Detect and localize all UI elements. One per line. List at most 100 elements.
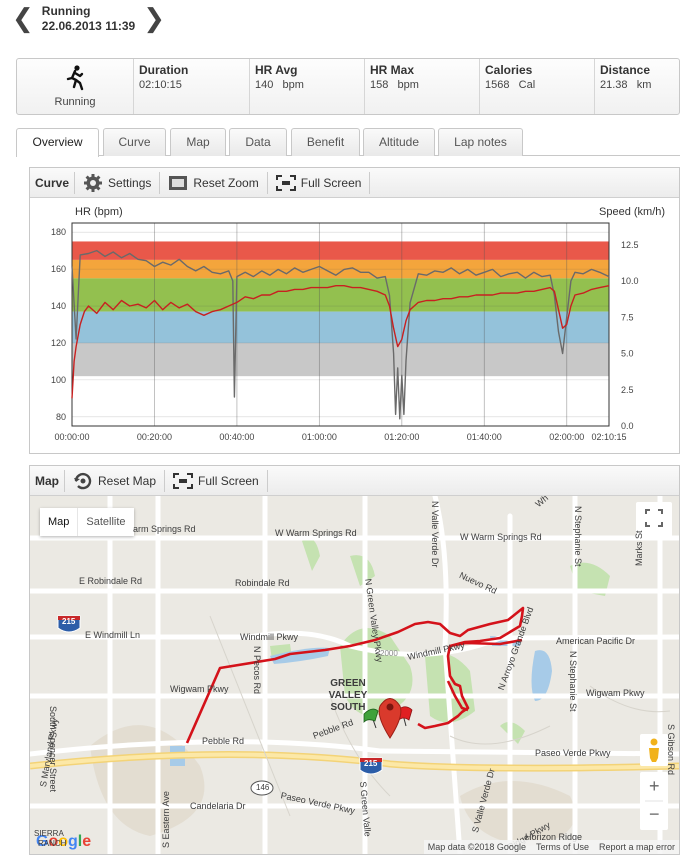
- chart-plot: 180 160 140 120 100 80 12.5 10.0 7.5 5.0 2.5 0.0 00:…: [51, 222, 639, 442]
- map-label: N Valle Verde Dr: [430, 501, 440, 568]
- hr-speed-chart: HR (bpm) Speed (km/h) 180 160 140 120 100 80 1…: [30, 198, 679, 450]
- duration-value: 02:10:15: [139, 79, 182, 91]
- duration-cell: Duration 02:10:15: [133, 59, 249, 114]
- summary-bar: Running Duration 02:10:15 HR Avg 140 bpm…: [16, 58, 680, 115]
- svg-text:Google: Google: [36, 833, 91, 850]
- activity-header: ❮ Running 22.06.2013 11:39 ❯: [12, 2, 165, 36]
- curve-panel: Curve Settings Reset Zoom Full Screen HR…: [29, 167, 680, 454]
- x-tick-label: 00:20:00: [137, 432, 172, 442]
- hr-avg-cell: HR Avg 140 bpm: [249, 59, 364, 114]
- y-tick-label-left: 80: [56, 412, 66, 422]
- hr-avg-value: 140 bpm: [255, 79, 304, 91]
- x-tick-label: 02:00:00: [549, 432, 584, 442]
- map-canvas[interactable]: Google: [30, 496, 679, 854]
- interstate-215-west-icon: [57, 615, 81, 633]
- hr-max-cell: HR Max 158 bpm: [364, 59, 479, 114]
- finish-flag-icon: [398, 706, 413, 727]
- y-tick-label-left: 100: [51, 375, 66, 385]
- elevation-label: 2000: [380, 649, 398, 658]
- reset-map-button[interactable]: Reset Map: [65, 466, 164, 496]
- report-error-link[interactable]: Report a map error: [598, 842, 675, 852]
- zoom-controls[interactable]: [640, 772, 668, 830]
- map-fullscreen-icon[interactable]: [636, 502, 672, 538]
- speed-axis-label: Speed (km/h): [599, 206, 666, 218]
- google-logo: Google: [36, 833, 91, 850]
- tab-overview[interactable]: Overview: [16, 128, 99, 157]
- curve-toolbar: Curve Settings Reset Zoom Full Screen: [30, 168, 679, 198]
- map-label: RANCH: [38, 839, 67, 848]
- tab-lap-notes[interactable]: Lap notes: [438, 128, 523, 156]
- hr-max-value: 158 bpm: [370, 79, 419, 91]
- x-tick-label: 00:40:00: [219, 432, 254, 442]
- calories-cell: Calories 1568 Cal: [479, 59, 594, 114]
- map-type-satellite-button[interactable]: Satellite: [86, 516, 126, 528]
- duration-label: Duration: [139, 63, 189, 77]
- map-label: Robindale Rd: [235, 578, 290, 588]
- distance-value: 21.38 km: [600, 79, 652, 91]
- previous-activity-arrow-icon[interactable]: ❮: [12, 4, 34, 34]
- header-activity: Running: [41, 4, 91, 18]
- full-screen-icon: [173, 472, 194, 489]
- zoom-in-button[interactable]: +: [649, 776, 660, 796]
- map-label: S Eastern Ave: [161, 791, 171, 848]
- route-map[interactable]: Google Map Satellite arm Springs Rd W Wa…: [30, 496, 679, 854]
- y-tick-label-left: 160: [51, 264, 66, 274]
- map-label: Horizon Ridge: [525, 832, 583, 842]
- distance-label: Distance: [600, 63, 651, 77]
- settings-button[interactable]: Settings: [75, 168, 159, 198]
- x-tick-label: 01:20:00: [384, 432, 419, 442]
- running-icon: [66, 65, 84, 91]
- tab-benefit[interactable]: Benefit: [291, 128, 360, 156]
- route-146-icon: [250, 780, 274, 796]
- header-datetime: 22.06.2013 11:39: [41, 19, 136, 33]
- reset-zoom-label: Reset Zoom: [193, 175, 259, 190]
- map-full-screen-button[interactable]: Full Screen: [165, 466, 267, 496]
- map-label: American Pacific Dr: [556, 636, 636, 646]
- terms-link[interactable]: Terms of Use: [535, 842, 589, 852]
- activity-cell: Running: [17, 59, 133, 114]
- tab-data[interactable]: Data: [229, 128, 287, 156]
- map-full-screen-label: Full Screen: [198, 473, 259, 488]
- next-activity-arrow-icon[interactable]: ❯: [143, 4, 166, 34]
- map-attribution: Map data ©2018 Google Terms of Use Repor…: [423, 840, 679, 854]
- curve-full-screen-button[interactable]: Full Screen: [268, 168, 370, 198]
- hr-zone-band: [72, 278, 609, 312]
- x-tick-label: 02:10:15: [591, 432, 626, 442]
- settings-label: Settings: [108, 175, 152, 190]
- map-data-credit: Map data ©2018 Google: [427, 842, 526, 852]
- hr-zone-band: [72, 241, 609, 260]
- map-label: Wigwam Pkwy: [170, 684, 229, 694]
- hr-max-label: HR Max: [370, 63, 415, 77]
- map-label: Pebble Rd: [202, 736, 245, 746]
- zoom-out-button[interactable]: −: [649, 804, 660, 824]
- speed-series-line: [71, 249, 610, 420]
- reset-zoom-button[interactable]: Reset Zoom: [160, 168, 266, 198]
- reset-map-icon: [74, 472, 92, 489]
- hr-zone-band: [72, 342, 609, 377]
- map-label: Candelaria Dr: [190, 801, 246, 811]
- y-tick-label-right: 2.5: [621, 385, 634, 395]
- map-type-map-button[interactable]: Map: [40, 508, 79, 536]
- activity-type-label: Running: [54, 96, 96, 108]
- map-type-control: Map Satellite: [40, 508, 134, 536]
- curve-full-screen-label: Full Screen: [300, 175, 362, 190]
- shield-label: 215: [364, 759, 378, 768]
- full-screen-icon: [275, 174, 296, 191]
- street-view-pegman-icon[interactable]: [640, 734, 668, 766]
- y-tick-label-left: 180: [51, 227, 66, 237]
- map-label: Wigwam Pkwy: [586, 688, 645, 698]
- tab-map[interactable]: Map: [170, 128, 226, 156]
- start-flag-icon: [363, 708, 379, 729]
- y-tick-label-right: 10.0: [621, 276, 639, 286]
- hr-zone-band: [72, 311, 609, 343]
- map-label: Paseo Verde Pkwy: [535, 748, 611, 758]
- x-tick-label: 01:00:00: [302, 432, 337, 442]
- map-label: W Warm Springs Rd: [460, 532, 542, 542]
- tab-altitude[interactable]: Altitude: [363, 128, 435, 156]
- shield-label: 146: [256, 783, 270, 792]
- neighborhood-label: GREEN VALLEY SOUTH: [328, 678, 368, 713]
- reset-map-label: Reset Map: [98, 473, 157, 488]
- y-tick-label-right: 0.0: [621, 421, 634, 431]
- map-label: Marks St: [634, 530, 644, 566]
- tab-curve[interactable]: Curve: [103, 128, 166, 156]
